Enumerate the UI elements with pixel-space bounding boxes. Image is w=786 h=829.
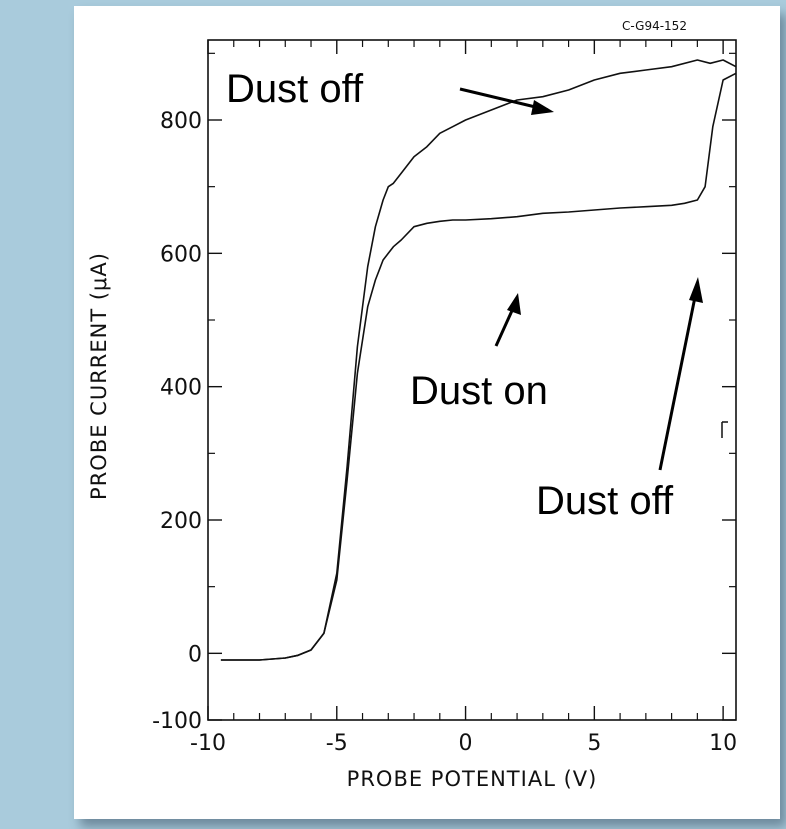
x-tick-label: -10	[190, 731, 226, 756]
annotation-dust-off-top: Dust off	[226, 67, 364, 111]
ticks: -10 -5 0 5 10 -100 0 200 400 600 800	[152, 40, 737, 756]
x-axis-label: PROBE POTENTIAL (V)	[347, 767, 598, 791]
arrow-head-dust-off-top	[531, 100, 554, 115]
arrow-dust-off-right	[658, 291, 698, 471]
x-tick-label: 10	[709, 731, 737, 756]
series-line-1	[220, 59, 737, 661]
y-tick-label: 600	[160, 242, 202, 267]
plot-frame	[207, 39, 737, 721]
series-group	[220, 59, 737, 661]
y-tick-label: 800	[160, 109, 202, 134]
arrow-head-dust-on	[507, 293, 521, 315]
x-tick-label: -5	[326, 731, 348, 756]
arrow-head-dust-off-right	[689, 277, 703, 303]
figure-id: C-G94-152	[622, 19, 687, 33]
y-tick-label: 200	[160, 509, 202, 534]
y-tick-label: 400	[160, 376, 202, 401]
probe-chart: C-G94-152 -10 -5 0 5 10 -100 0 200 400 600 800 PRO…	[87, 19, 737, 791]
series-line-2	[220, 72, 737, 661]
x-tick-label: 0	[459, 731, 473, 756]
annotation-dust-on: Dust on	[410, 369, 548, 413]
figure-frame: C-G94-152 -10 -5 0 5 10 -100 0 200 400 600 800 PRO…	[74, 6, 780, 819]
y-tick-label: 0	[188, 642, 202, 667]
x-tick-label: 5	[587, 731, 601, 756]
annotation-dust-off-right: Dust off	[536, 479, 674, 523]
scan-mark	[721, 421, 728, 438]
y-tick-label: -100	[152, 709, 202, 734]
y-axis-label: PROBE CURRENT (μA)	[87, 252, 111, 500]
